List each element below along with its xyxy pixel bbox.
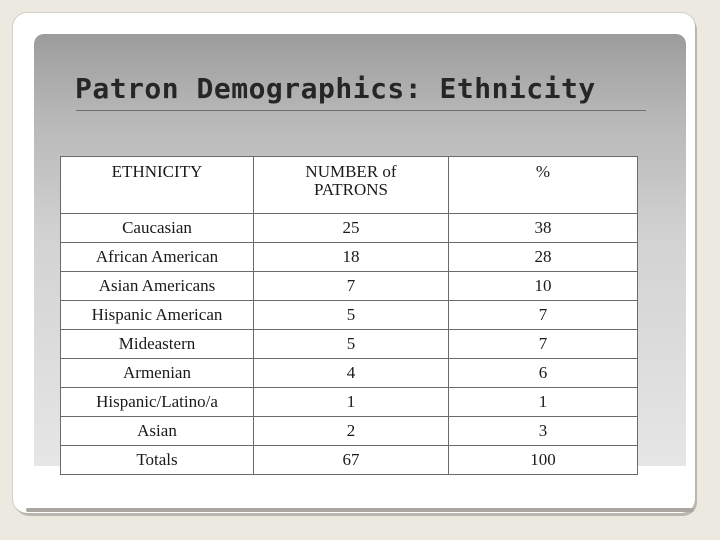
title-underline (76, 110, 646, 111)
cell-ethnicity: Asian (60, 416, 254, 446)
cell-number: 5 (253, 329, 449, 359)
cell-number: 25 (253, 213, 449, 243)
ethnicity-table: ETHNICITY NUMBER of PATRONS % Caucasian … (60, 156, 638, 475)
table-row: Armenian 4 6 (60, 358, 638, 388)
table-row: Asian Americans 7 10 (60, 271, 638, 301)
header-number-line2: PATRONS (313, 180, 389, 199)
table-row: Caucasian 25 38 (60, 213, 638, 243)
cell-percent: 6 (448, 358, 638, 388)
cell-number: 7 (253, 271, 449, 301)
cell-ethnicity: Asian Americans (60, 271, 254, 301)
cell-ethnicity: African American (60, 242, 254, 272)
cell-ethnicity: Mideastern (60, 329, 254, 359)
header-number-line1: NUMBER of (305, 162, 397, 181)
cell-number: 2 (253, 416, 449, 446)
cell-number: 18 (253, 242, 449, 272)
table-row: Hispanic American 5 7 (60, 300, 638, 330)
table-header-row: ETHNICITY NUMBER of PATRONS % (60, 156, 638, 214)
totals-number: 67 (253, 445, 449, 475)
totals-percent: 100 (448, 445, 638, 475)
cell-percent: 7 (448, 300, 638, 330)
cell-ethnicity: Armenian (60, 358, 254, 388)
cell-number: 5 (253, 300, 449, 330)
table-row: Hispanic/Latino/a 1 1 (60, 387, 638, 417)
cell-ethnicity: Hispanic/Latino/a (60, 387, 254, 417)
header-ethnicity: ETHNICITY (60, 156, 254, 214)
cell-percent: 38 (448, 213, 638, 243)
totals-row: Totals 67 100 (60, 445, 638, 475)
cell-percent: 7 (448, 329, 638, 359)
cell-number: 4 (253, 358, 449, 388)
cell-percent: 1 (448, 387, 638, 417)
table-row: Mideastern 5 7 (60, 329, 638, 359)
bottom-edge-bar (26, 508, 694, 512)
header-number-of-patrons: NUMBER of PATRONS (253, 156, 449, 214)
cell-percent: 3 (448, 416, 638, 446)
cell-ethnicity: Hispanic American (60, 300, 254, 330)
totals-label: Totals (60, 445, 254, 475)
cell-number: 1 (253, 387, 449, 417)
cell-percent: 28 (448, 242, 638, 272)
cell-ethnicity: Caucasian (60, 213, 254, 243)
slide-title: Patron Demographics: Ethnicity (75, 72, 596, 105)
table-row: Asian 2 3 (60, 416, 638, 446)
cell-percent: 10 (448, 271, 638, 301)
table-row: African American 18 28 (60, 242, 638, 272)
header-percent: % (448, 156, 638, 214)
